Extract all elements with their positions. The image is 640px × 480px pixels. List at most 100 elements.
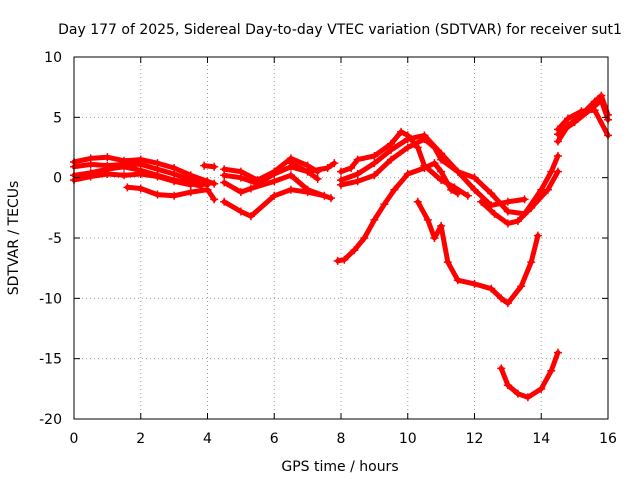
x-tick-label: 2 [136, 431, 145, 447]
data-point [210, 179, 219, 188]
series-arc-1 [71, 154, 217, 187]
data-point [340, 255, 349, 264]
data-point [370, 171, 379, 180]
data-point [333, 256, 342, 265]
data-point [286, 185, 295, 194]
data-point [313, 174, 322, 183]
x-tick-label: 10 [399, 431, 417, 447]
data-point [543, 185, 552, 194]
data-point [547, 366, 556, 375]
data-point [490, 209, 499, 218]
data-point [470, 173, 479, 182]
data-point [390, 185, 399, 194]
data-point [380, 200, 389, 209]
data-point [547, 167, 556, 176]
data-point [210, 195, 219, 204]
data-point [103, 170, 112, 179]
x-tick-labels: 0 2 4 6 8 10 12 14 16 [70, 431, 617, 447]
data-point [553, 137, 562, 146]
data-point [497, 294, 506, 303]
data-point [326, 194, 335, 203]
x-tick-label: 8 [337, 431, 346, 447]
y-tick-label: 5 [53, 110, 62, 126]
data-point [503, 381, 512, 390]
data-point [403, 170, 412, 179]
data-point [453, 276, 462, 285]
data-point [403, 135, 412, 144]
data-point [86, 172, 95, 181]
data-point [533, 231, 542, 240]
series-arc-13 [338, 129, 471, 199]
data-point [186, 180, 195, 189]
data-point [323, 164, 332, 173]
data-point [437, 221, 446, 230]
data-point [86, 160, 95, 169]
x-tick-label: 6 [270, 431, 279, 447]
y-tick-label: -20 [39, 412, 62, 428]
data-point [403, 143, 412, 152]
x-axis-label: GPS time / hours [281, 459, 398, 475]
data-point [246, 184, 255, 193]
data-point [246, 212, 255, 221]
data-point [330, 159, 339, 168]
data-point [103, 153, 112, 162]
data-point [523, 393, 532, 402]
data-point [186, 188, 195, 197]
grid [74, 57, 608, 419]
data-point [503, 207, 512, 216]
data-point [503, 197, 512, 206]
data-point [153, 172, 162, 181]
data-point [120, 162, 129, 171]
data-point [200, 161, 209, 170]
data-point [450, 183, 459, 192]
data-point [527, 258, 536, 267]
data-point [487, 284, 496, 293]
data-point [520, 195, 529, 204]
data-point [220, 178, 229, 187]
data-point [597, 96, 606, 105]
data-point [337, 176, 345, 185]
data-point [286, 171, 295, 180]
y-tick-label: -10 [39, 291, 62, 307]
data-point [513, 217, 522, 226]
data-point [353, 155, 362, 164]
data-point [497, 364, 506, 373]
data-point [347, 164, 356, 173]
data-point [387, 145, 396, 154]
tick-marks [73, 56, 609, 420]
x-tick-label: 0 [70, 431, 79, 447]
data-point [353, 170, 362, 179]
data-point [120, 171, 129, 180]
data-point [270, 177, 279, 186]
data-point [463, 191, 472, 200]
data-point [370, 159, 379, 168]
data-point [286, 159, 295, 168]
data-point [350, 246, 359, 255]
data-point [470, 279, 479, 288]
data-point [477, 197, 486, 206]
data-point [136, 184, 145, 193]
data-point [587, 104, 596, 113]
series-arc-18 [498, 350, 561, 400]
y-tick-label: 0 [53, 171, 62, 187]
data-point [503, 219, 512, 228]
data-point [570, 118, 579, 127]
data-point [337, 167, 345, 176]
data-point [320, 191, 329, 200]
data-point [437, 176, 446, 185]
data-point [537, 185, 546, 194]
data-point [430, 159, 439, 168]
data-point [563, 114, 572, 123]
series-arc-11 [288, 160, 337, 175]
y-axis-label: SDTVAR / TECUs [6, 181, 22, 296]
data-point [553, 167, 562, 176]
data-point [220, 197, 229, 206]
data-point [517, 282, 526, 291]
data-point [430, 234, 439, 242]
data-point [170, 177, 179, 186]
data-point [370, 151, 379, 160]
data-point [453, 167, 462, 176]
y-tick-label: -15 [39, 352, 62, 368]
data-point [370, 215, 379, 224]
